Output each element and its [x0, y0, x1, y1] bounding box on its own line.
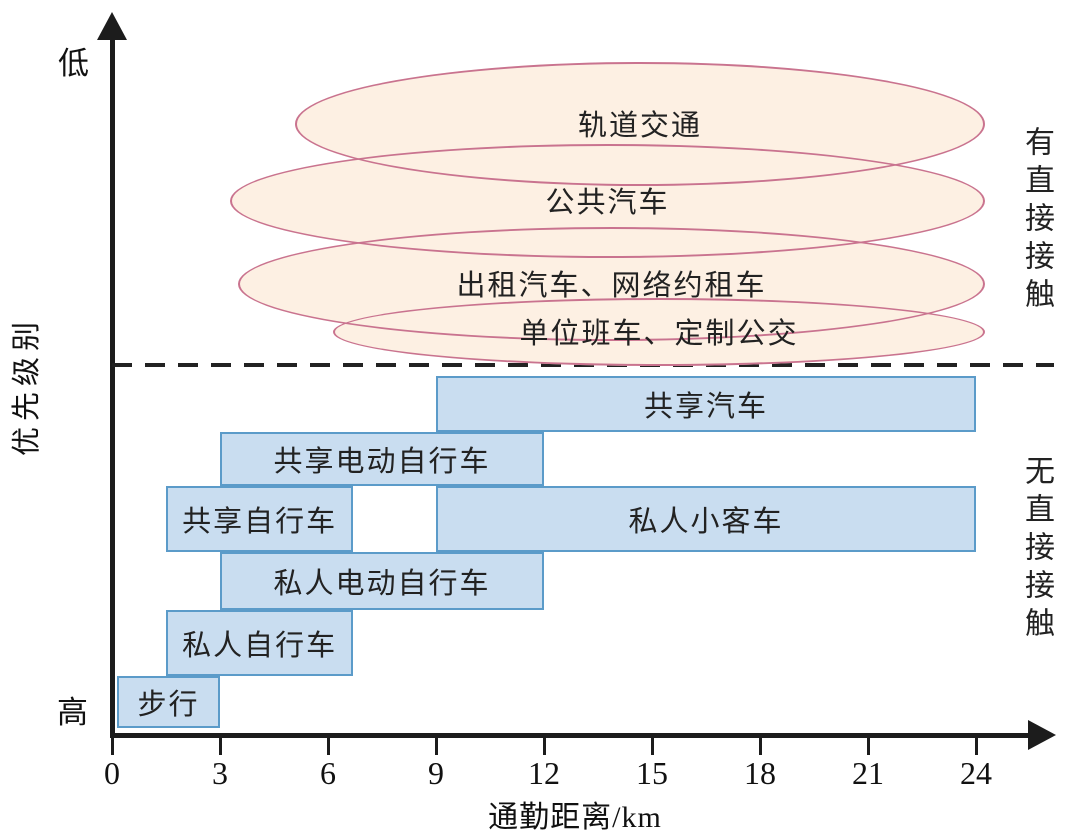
x-tick	[867, 738, 870, 755]
priority-high-label: 高	[57, 695, 88, 730]
x-tick-label: 18	[744, 755, 776, 791]
x-tick	[975, 738, 978, 755]
y-axis-arrow-icon	[97, 12, 127, 40]
x-tick	[759, 738, 762, 755]
ellipse-mode-label: 单位班车、定制公交	[519, 318, 799, 350]
bar-mode: 私人小客车	[436, 486, 976, 552]
bar-mode-label: 私人电动自行车	[273, 568, 491, 600]
direct-contact-group-label: 有直接接触	[1020, 126, 1053, 316]
y-axis-line	[110, 34, 115, 737]
x-tick-label: 12	[528, 755, 560, 791]
bar-mode: 步行	[117, 676, 220, 728]
ellipse-mode: 单位班车、定制公交	[333, 298, 985, 366]
ellipse-mode-label: 公共汽车	[545, 187, 670, 219]
x-tick	[435, 738, 438, 755]
bar-mode-label: 步行	[137, 689, 200, 721]
x-tick	[543, 738, 546, 755]
x-tick-label: 9	[428, 755, 444, 791]
ellipse-mode-label: 轨道交通	[577, 110, 702, 142]
bar-mode: 私人自行车	[166, 610, 354, 676]
bar-mode: 私人电动自行车	[220, 552, 544, 610]
x-tick	[219, 738, 222, 755]
priority-low-label: 低	[58, 46, 89, 81]
bar-mode-label: 私人小客车	[628, 506, 784, 538]
x-tick-label: 15	[636, 755, 668, 791]
y-axis-title: 优先级别	[11, 315, 43, 456]
bar-mode: 共享电动自行车	[220, 432, 544, 486]
bar-mode-label: 共享自行车	[182, 506, 338, 538]
x-tick	[651, 738, 654, 755]
x-tick-label: 21	[852, 755, 884, 791]
x-tick	[111, 738, 114, 755]
x-axis-arrow-icon	[1028, 720, 1056, 750]
x-tick-label: 24	[960, 755, 992, 791]
x-tick-label: 3	[212, 755, 228, 791]
bar-mode-label: 私人自行车	[182, 630, 338, 662]
x-tick-label: 0	[104, 755, 120, 791]
x-axis-line	[110, 733, 1032, 738]
no-direct-contact-group-label: 无直接接触	[1020, 455, 1053, 645]
bar-mode: 共享自行车	[166, 486, 354, 552]
ellipse-mode-label: 出租汽车、网络约租车	[456, 270, 767, 302]
x-tick-label: 6	[320, 755, 336, 791]
x-tick	[327, 738, 330, 755]
bar-mode: 共享汽车	[436, 376, 976, 432]
x-axis-title: 通勤距离/km	[488, 801, 662, 834]
bar-mode-label: 共享汽车	[643, 391, 768, 423]
bar-mode-label: 共享电动自行车	[273, 446, 491, 478]
